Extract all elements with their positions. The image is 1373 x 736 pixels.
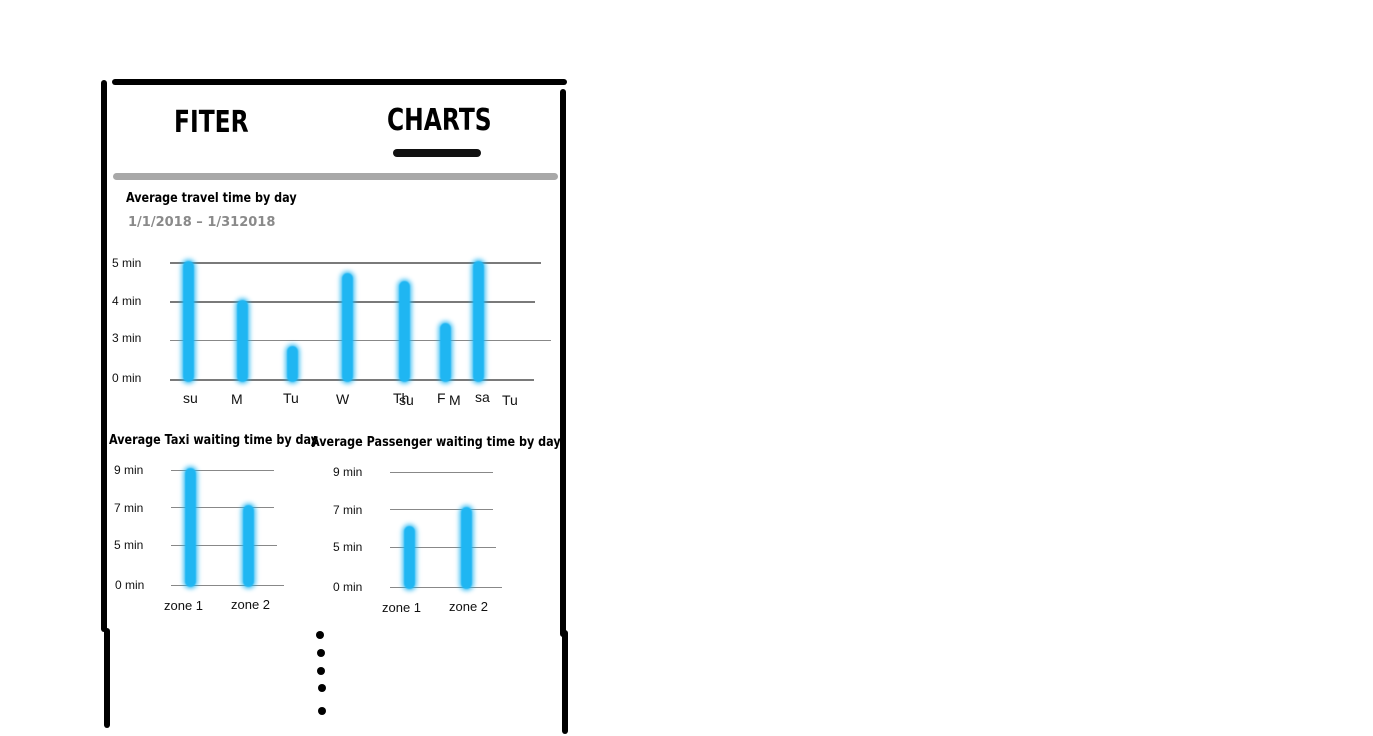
dot <box>318 707 326 715</box>
taxi-y-label-9: 9 min <box>114 463 144 477</box>
passenger-gridline-7 <box>390 509 493 510</box>
dot <box>318 684 326 692</box>
frame-left-border <box>101 80 107 632</box>
travel-y-label-4: 4 min <box>112 294 142 308</box>
travel-x-label: M <box>449 392 461 408</box>
active-tab-indicator <box>393 149 481 157</box>
passenger-y-label-5: 5 min <box>333 540 363 554</box>
taxi-gridline-9 <box>171 470 274 471</box>
travel-x-label: su <box>399 392 414 408</box>
frame-right-border-lower <box>562 630 568 734</box>
travel-y-label-3: 3 min <box>112 331 142 345</box>
travel-x-label: F <box>437 390 446 406</box>
travel-x-label: Tu <box>502 392 518 408</box>
tab-charts[interactable]: CHARTS <box>387 103 492 138</box>
travel-x-label: Th <box>393 390 410 406</box>
passenger-gridline-5 <box>390 547 496 548</box>
chart-bar-tu <box>287 345 298 382</box>
chart-bar-f <box>440 323 451 382</box>
chart-bar-zone-1 <box>185 468 196 587</box>
chart-bar-m <box>237 300 248 382</box>
taxi-chart-title: Average Taxi waiting time by day <box>109 433 319 448</box>
chart-bar-zone-1 <box>404 526 415 589</box>
passenger-y-label-0: 0 min <box>333 580 363 594</box>
travel-x-label: su <box>183 390 198 406</box>
chart-bar-zone-2 <box>461 507 472 589</box>
travel-x-label: Tu <box>283 390 299 406</box>
tab-divider <box>113 173 558 180</box>
chart-bar-su <box>183 261 194 382</box>
travel-chart-date-range: 1/1/2018 – 1/312018 <box>128 215 276 230</box>
travel-gridline-3 <box>170 340 551 341</box>
taxi-gridline-0 <box>171 585 284 586</box>
passenger-x-label: zone 2 <box>449 599 489 614</box>
frame-left-border-lower <box>104 628 110 728</box>
dot <box>317 649 325 657</box>
taxi-y-label-0: 0 min <box>115 578 145 592</box>
chart-bar-zone-2 <box>243 505 254 587</box>
travel-gridline-5 <box>170 262 541 264</box>
passenger-x-label: zone 1 <box>382 600 422 615</box>
taxi-x-label: zone 2 <box>231 597 271 612</box>
passenger-y-label-9: 9 min <box>333 465 363 479</box>
tab-filter[interactable]: FITER <box>174 105 249 140</box>
taxi-gridline-5 <box>171 545 277 546</box>
chart-bar-sa <box>473 261 484 382</box>
travel-chart-title: Average travel time by day <box>126 191 297 206</box>
passenger-gridline-0 <box>390 587 502 588</box>
travel-x-label: M <box>231 391 243 407</box>
taxi-gridline-7 <box>171 507 274 508</box>
passenger-gridline-9 <box>390 472 493 473</box>
passenger-y-label-7: 7 min <box>333 503 363 517</box>
frame-right-border <box>560 89 566 637</box>
taxi-x-label: zone 1 <box>164 598 204 613</box>
travel-y-label-0: 0 min <box>112 371 142 385</box>
frame-top-border <box>112 79 567 85</box>
dot <box>316 631 324 639</box>
taxi-y-label-5: 5 min <box>114 538 144 552</box>
travel-y-label-5: 5 min <box>112 256 142 270</box>
travel-x-label: sa <box>475 389 490 405</box>
chart-bar-w <box>342 272 353 382</box>
travel-x-label: W <box>336 391 350 407</box>
chart-bar-th <box>399 280 410 382</box>
travel-gridline-0 <box>170 379 534 381</box>
passenger-chart-title: Average Passenger waiting time by day <box>311 435 561 450</box>
taxi-y-label-7: 7 min <box>114 501 144 515</box>
dot <box>317 667 325 675</box>
